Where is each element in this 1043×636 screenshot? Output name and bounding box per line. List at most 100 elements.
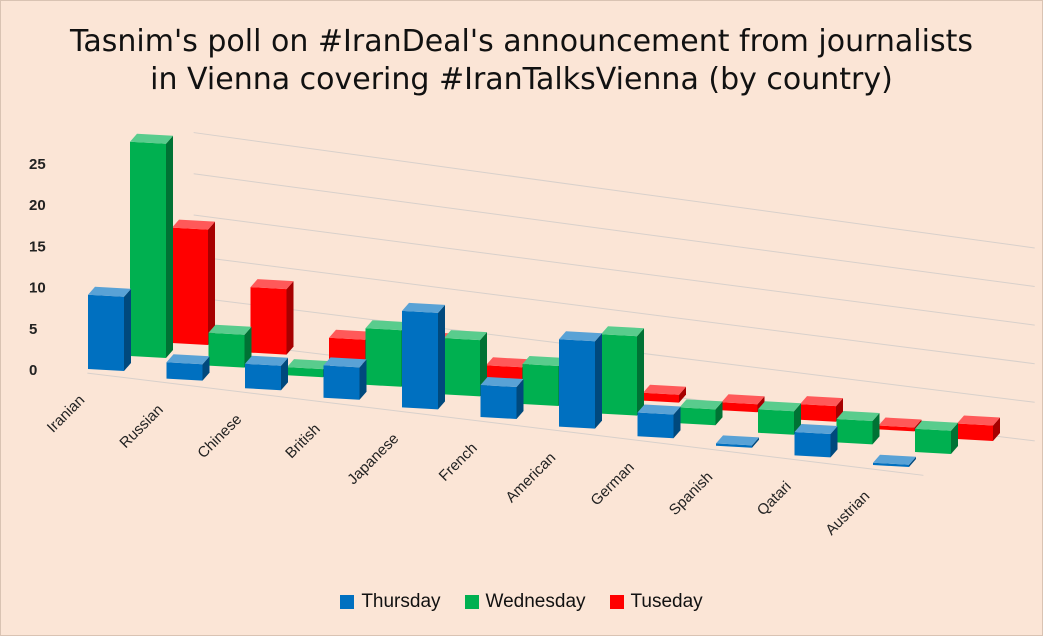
gridline [193,255,1035,365]
bar-front [878,425,915,432]
legend-item-thursday: Thursday [340,591,441,613]
bar-top [88,286,131,297]
bar-side [166,135,173,358]
bar-top [800,396,843,407]
bar-side [202,356,210,381]
bar-top [323,357,367,368]
bar-top [444,330,487,341]
bar-front [130,141,166,358]
y-tick-label: 5 [29,321,37,338]
bar-top [486,357,529,368]
bar-side [951,422,958,454]
bar-side [830,426,838,458]
bar-side [595,333,602,429]
bar-front [365,328,402,387]
bar-wednesday-qatari [836,411,880,445]
bar-front [800,404,836,422]
legend-label-thursday: Thursday [361,591,441,612]
bar-tuseday-iranian [172,219,215,345]
bar-side [673,406,681,439]
bar-side [286,281,294,355]
bar-wednesday-japanese [444,330,487,397]
bar-side [516,379,524,419]
bar-top [878,417,922,428]
category-label: Japanese [344,430,402,488]
bar-top [208,324,252,335]
bar-front [957,423,993,441]
bar-thursday-iranian [88,286,131,371]
bar-side [438,304,445,410]
bar-thursday-german [637,404,681,439]
bar-top [172,219,215,230]
bar-tuseday-american [643,384,686,403]
bar-top [957,415,1000,426]
bar-top [601,326,644,337]
bar-front [758,409,794,435]
bar-front [679,407,716,426]
bar-front [402,310,438,410]
bar-thursday-austrian [873,454,916,467]
bar-top [166,354,210,365]
bar-top [643,384,686,395]
bar-side [637,328,644,416]
bars [88,133,1000,467]
bar-top [365,320,409,331]
legend-item-wednesday: Wednesday [464,591,586,613]
y-tick-label: 15 [29,238,46,255]
bar-side [679,386,686,403]
bar-front [873,462,909,467]
bar-front [329,337,365,365]
bar-wednesday-spanish [758,401,801,435]
bar-thursday-russian [166,354,210,381]
legend: Thursday Wednesday Tuseday [1,591,1042,613]
bar-wednesday-american [601,326,644,416]
bar-side [715,401,723,426]
bar-front [716,443,752,448]
y-tick-label: 20 [29,197,46,214]
bar-front [601,334,637,416]
bar-front [166,362,203,381]
bar-front [323,365,360,400]
bar-side [752,437,759,448]
bar-front [444,338,480,397]
category-label: Iranian [44,392,88,436]
category-label: Qatari [754,478,795,519]
gridline [193,132,1035,249]
bar-top [245,355,288,366]
category-label: Spanish [666,469,716,519]
bar-side [993,417,1000,441]
bar-top [915,420,958,431]
category-label: Austrian [822,488,873,539]
legend-label-tuseday: Tuseday [630,591,703,612]
legend-swatch-tuseday [609,595,624,609]
category-label: British [282,421,323,462]
bar-wednesday-russian [208,324,252,368]
legend-label-wednesday: Wednesday [485,591,586,612]
bar-front [915,428,951,454]
bar-top [559,331,602,342]
bar-front [643,392,679,403]
bar-tuseday-spanish [800,396,843,422]
bar-front [172,227,208,345]
bar-side [359,359,367,400]
bar-side [124,288,131,371]
bar-front [559,339,595,429]
bar-tuseday-german [721,394,765,413]
bar-thursday-spanish [716,435,759,448]
bar-top [402,302,445,313]
bar-side [208,221,215,345]
bar-top [480,377,524,387]
bar-front [245,363,281,391]
y-tick-label: 10 [29,280,46,297]
bar-side [872,413,880,445]
bar-front [287,367,323,378]
legend-swatch-thursday [340,595,355,609]
y-tick-label: 25 [29,156,46,173]
category-label: American [502,449,559,506]
bar-thursday-french [480,377,524,419]
bar-side [836,398,843,422]
bar-top [873,454,916,465]
category-label: French [436,440,481,485]
bar-tuseday-austrian [957,415,1000,441]
